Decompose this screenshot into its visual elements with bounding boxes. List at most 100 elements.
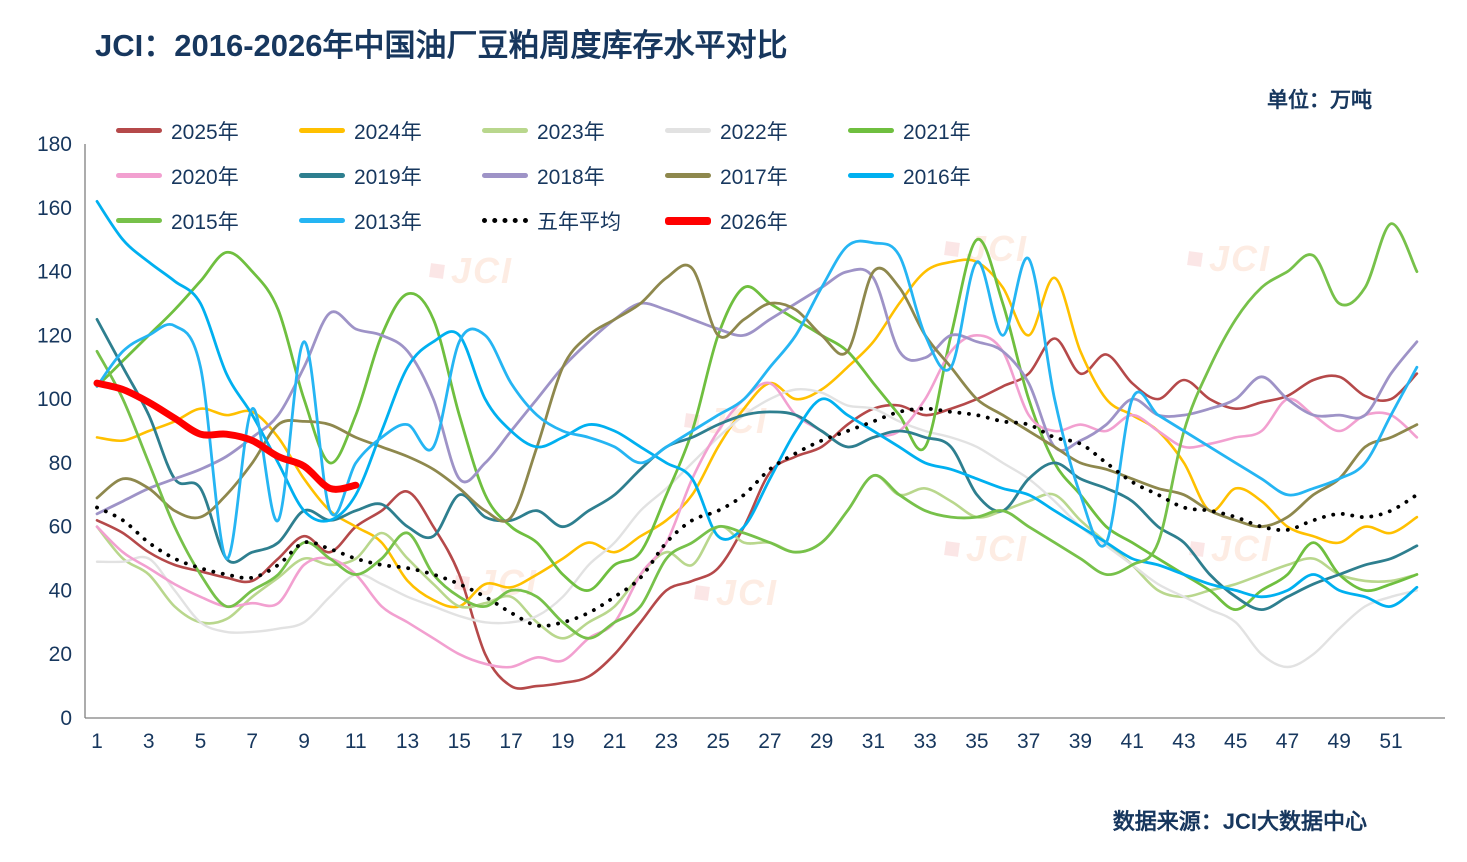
jci-watermark: JCI — [1187, 238, 1272, 280]
y-tick-label: 120 — [37, 324, 72, 347]
legend-item-2017年: 2017年 — [665, 153, 848, 198]
legend-item-2025年: 2025年 — [116, 108, 299, 153]
legend-label: 2016年 — [903, 165, 971, 189]
x-tick-label: 17 — [499, 730, 522, 753]
x-tick-label: 13 — [396, 730, 419, 753]
jci-watermark-text: JCI — [1211, 528, 1274, 569]
legend-swatch — [665, 128, 711, 133]
legend-item-2016年: 2016年 — [848, 153, 1031, 198]
chart-legend: 2025年 2024年 2023年 2022年 2021年 2020年 2019年 2018年… — [116, 108, 1066, 243]
legend-swatch — [665, 216, 711, 225]
jci-watermark: JCI — [694, 572, 779, 614]
series-line-2019年 — [95, 317, 1419, 611]
legend-item-2021年: 2021年 — [848, 108, 1031, 153]
legend-swatch — [848, 173, 894, 178]
legend-label: 2020年 — [171, 165, 239, 189]
legend-item-五年平均: 五年平均 — [482, 198, 665, 243]
legend-label: 2022年 — [720, 120, 788, 144]
jci-watermark-text: JCI — [1209, 238, 1272, 279]
series-line-五年平均 — [95, 406, 1419, 628]
x-tick-label: 37 — [1017, 730, 1040, 753]
legend-swatch — [116, 173, 162, 178]
x-tick-label: 19 — [551, 730, 574, 753]
series-line-2013年 — [95, 239, 1419, 561]
x-tick-label: 29 — [810, 730, 833, 753]
y-tick-label: 100 — [37, 388, 72, 411]
series-line-2021年 — [95, 238, 1419, 611]
legend-swatch — [482, 173, 528, 178]
y-tick-label: 20 — [49, 643, 72, 666]
legend-swatch — [848, 128, 894, 133]
x-tick-label: 45 — [1224, 730, 1247, 753]
legend-label: 2019年 — [354, 165, 422, 189]
series-line-2020年 — [95, 334, 1419, 669]
jci-watermark-text: JCI — [451, 250, 514, 291]
y-tick-label: 160 — [37, 197, 72, 220]
legend-label: 2021年 — [903, 120, 971, 144]
legend-label: 2017年 — [720, 165, 788, 189]
legend-label: 2026年 — [720, 210, 788, 234]
x-tick-label: 5 — [195, 730, 207, 753]
series-line-2025年 — [95, 337, 1419, 690]
series-line-2015年 — [95, 222, 1419, 640]
series-line-2026年 — [93, 379, 360, 493]
legend-label: 2015年 — [171, 210, 239, 234]
legend-item-2015年: 2015年 — [116, 198, 299, 243]
x-tick-label: 7 — [246, 730, 258, 753]
series-line-2017年 — [95, 263, 1419, 529]
jci-watermark: JCI — [429, 250, 514, 292]
x-tick-label: 15 — [448, 730, 471, 753]
legend-label: 五年平均 — [537, 210, 621, 234]
x-tick-label: 23 — [655, 730, 678, 753]
legend-swatch — [299, 173, 345, 178]
legend-label: 2023年 — [537, 120, 605, 144]
x-tick-label: 49 — [1328, 730, 1351, 753]
legend-item-2013年: 2013年 — [299, 198, 482, 243]
page-title: JCI：2016-2026年中国油厂豆粕周度库存水平对比 — [95, 28, 788, 63]
x-tick-label: 51 — [1379, 730, 1402, 753]
legend-swatch — [116, 128, 162, 133]
series-line-2023年 — [95, 474, 1419, 640]
legend-label: 2018年 — [537, 165, 605, 189]
y-tick-label: 0 — [60, 707, 72, 730]
legend-item-2026年: 2026年 — [665, 198, 848, 243]
legend-item-2018年: 2018年 — [482, 153, 665, 198]
legend-item-2022年: 2022年 — [665, 108, 848, 153]
x-tick-label: 33 — [913, 730, 936, 753]
legend-item-2023年: 2023年 — [482, 108, 665, 153]
legend-item-2024年: 2024年 — [299, 108, 482, 153]
legend-swatch — [665, 173, 711, 178]
legend-swatch — [482, 218, 528, 223]
series-line-2024年 — [95, 258, 1419, 609]
data-source: 数据来源：JCI大数据中心 — [1112, 809, 1367, 834]
legend-swatch — [482, 128, 528, 133]
series-line-2018年 — [95, 267, 1419, 516]
jci-watermark-text: JCI — [716, 572, 779, 613]
x-tick-label: 41 — [1121, 730, 1144, 753]
legend-swatch — [299, 128, 345, 133]
x-tick-label: 1 — [91, 730, 103, 753]
legend-swatch — [116, 218, 162, 223]
legend-label: 2013年 — [354, 210, 422, 234]
x-tick-label: 47 — [1276, 730, 1299, 753]
jci-watermark-text: JCI — [966, 528, 1029, 569]
legend-swatch — [299, 218, 345, 223]
legend-label: 2025年 — [171, 120, 239, 144]
x-tick-label: 3 — [143, 730, 155, 753]
y-tick-label: 140 — [37, 261, 72, 284]
y-tick-label: 80 — [49, 452, 72, 475]
legend-item-2020年: 2020年 — [116, 153, 299, 198]
x-tick-label: 9 — [298, 730, 310, 753]
legend-item-2019年: 2019年 — [299, 153, 482, 198]
x-tick-label: 35 — [965, 730, 988, 753]
series-line-2022年 — [95, 388, 1419, 669]
x-tick-label: 31 — [862, 730, 885, 753]
series-line-2016年 — [95, 200, 1419, 608]
y-tick-label: 40 — [49, 579, 72, 602]
legend-label: 2024年 — [354, 120, 422, 144]
unit-label: 单位：万吨 — [1267, 89, 1372, 112]
x-tick-label: 11 — [345, 730, 367, 753]
x-tick-label: 25 — [706, 730, 729, 753]
